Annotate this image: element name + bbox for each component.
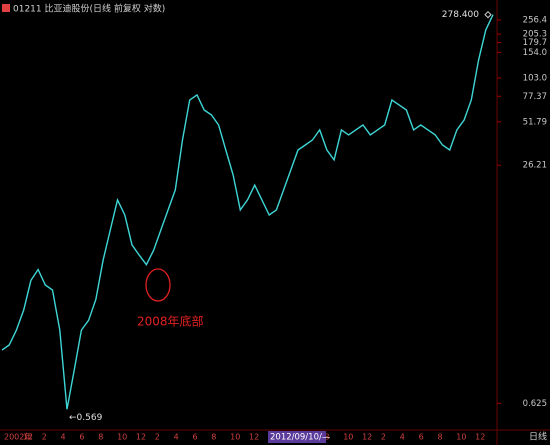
x-tick-label: 12 [23, 433, 33, 442]
x-tick-label: 12 [362, 433, 372, 442]
x-tick-label: 8 [324, 433, 329, 442]
title-icon [2, 4, 10, 12]
y-tick-label: 179.7 [523, 38, 547, 48]
y-tick-label: 0.625 [523, 399, 547, 409]
x-tick-label: 10 [117, 433, 127, 442]
annotation-label: 278.400 [442, 10, 479, 20]
cursor-box [268, 431, 326, 443]
x-tick-label: 12 [249, 433, 259, 442]
x-tick-label: 10 [343, 433, 353, 442]
price-line [1, 14, 494, 410]
y-tick-label: 205.3 [523, 30, 547, 40]
annotation-label: ←0.569 [69, 413, 103, 423]
x-tick-label: 10 [456, 433, 466, 442]
x-tick-label: 4 [174, 433, 179, 442]
x-tick-label: 4 [400, 433, 405, 442]
x-tick-label: 2 [155, 433, 160, 442]
x-tick-label: 8 [98, 433, 103, 442]
note: 2008年底部 [137, 314, 204, 329]
x-tick-label: 8 [437, 433, 442, 442]
x-tick-label: 2 [42, 433, 47, 442]
x-tick-label: 12 [475, 433, 485, 442]
chart-title: 01211 比亚迪股份(日线 前复权 对数) [13, 3, 165, 15]
peak-marker [484, 10, 492, 19]
x-tick-label: 2 [381, 433, 386, 442]
y-tick-label: 51.79 [523, 117, 547, 127]
x-tick-label: 2002年 [4, 432, 32, 442]
y-tick-label: 154.0 [523, 48, 547, 58]
x-tick-label: 4 [61, 433, 66, 442]
x-tick-label: 8 [211, 433, 216, 442]
x-tick-label: 6 [79, 433, 84, 442]
period-label: 日线 [529, 431, 547, 443]
x-tick-label: 12 [136, 433, 146, 442]
y-tick-label: 26.21 [523, 161, 547, 171]
y-tick-label: 77.37 [523, 92, 547, 102]
cursor-date: 2012/09/10/— [270, 433, 331, 443]
bottom-circle [145, 268, 171, 302]
x-tick-label: 10 [230, 433, 240, 442]
y-tick-label: 256.4 [523, 15, 547, 25]
x-tick-label: 6 [419, 433, 424, 442]
y-tick-label: 103.0 [523, 74, 547, 84]
x-tick-label: 6 [192, 433, 197, 442]
